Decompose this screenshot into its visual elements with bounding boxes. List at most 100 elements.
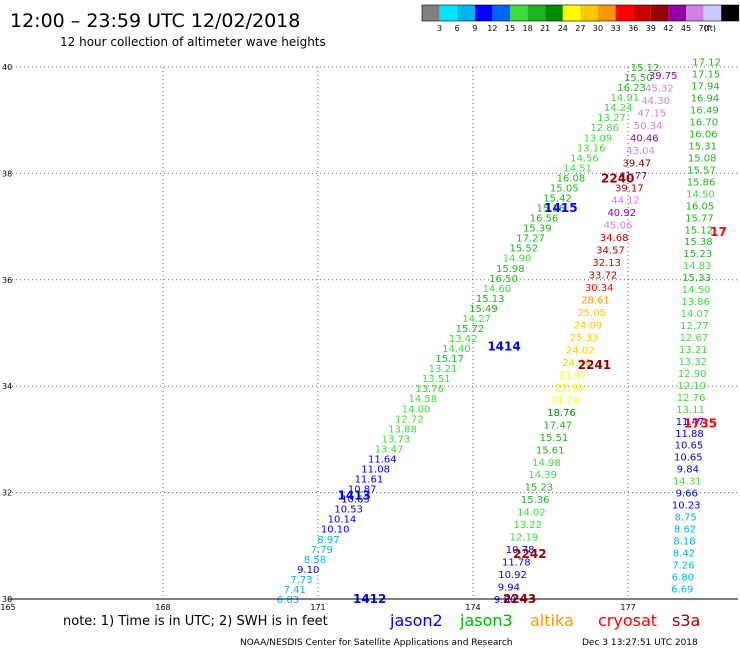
wave-height-value: 7.79 (311, 545, 333, 556)
wave-height-value: 22.40 (555, 383, 584, 394)
wave-height-value: 10.65 (675, 441, 704, 452)
plot-grid (8, 66, 738, 599)
wave-height-value: 13.51 (422, 374, 451, 385)
wave-height-value: 14.07 (681, 309, 710, 320)
wave-height-value: 9.66 (676, 489, 698, 500)
colorbar-swatch (474, 5, 493, 21)
wave-height-value: 15.36 (521, 495, 550, 506)
wave-height-value: 9.84 (677, 465, 699, 476)
colorbar-swatch (686, 5, 704, 21)
wave-height-value: 7.41 (284, 585, 306, 596)
wave-height-value: 15.50 (624, 73, 653, 84)
wave-height-value: 13.22 (513, 520, 542, 531)
colorbar: 3 6 9 12 15 18 21 24 27 30 33 36 39 42 45 70(ft) (421, 4, 740, 33)
wave-height-value: 13.32 (678, 357, 707, 368)
wave-height-value: 10.63 (341, 495, 370, 506)
wave-height-value: 13.86 (681, 297, 710, 308)
wave-height-value: 8.18 (673, 536, 695, 547)
wave-height-value: 15.86 (687, 177, 716, 188)
x-tick-label: 171 (310, 603, 325, 612)
wave-height-value: 44.30 (641, 96, 670, 107)
wave-height-value: 34.68 (600, 233, 629, 244)
x-tick-label: 174 (465, 603, 480, 612)
colorbar-swatch (457, 5, 475, 21)
wave-height-value: 17.12 (692, 58, 721, 69)
wave-height-value: 14.27 (462, 314, 491, 325)
colorbar-swatch (668, 5, 686, 21)
wave-height-value: 11.64 (368, 454, 397, 465)
wave-height-value: 17.47 (543, 420, 572, 431)
wave-height-value: 6.69 (671, 584, 693, 595)
pass-number-label: 2242 (513, 547, 546, 561)
wave-height-value: 10.10 (321, 525, 350, 536)
wave-height-value: 14.91 (611, 93, 640, 104)
pass-number-label: 2240 (601, 172, 634, 186)
colorbar-swatch (422, 5, 440, 21)
wave-height-value: 43.04 (626, 146, 655, 157)
footer-note: note: 1) Time is in UTC; 2) SWH is in fe… (63, 614, 328, 629)
wave-height-value: 8.42 (673, 548, 695, 559)
wave-height-value: 45.06 (604, 221, 633, 232)
wave-height-value: 13.21 (679, 345, 708, 356)
wave-height-value: 15.61 (536, 445, 565, 456)
wave-height-value: 15.42 (543, 193, 572, 204)
wave-height-value: 9.80 (494, 595, 516, 606)
wave-height-value: 28.61 (581, 296, 610, 307)
wave-height-value: 15.98 (496, 264, 525, 275)
axis-tick-labels: 165 168 171 174 177 30 32 34 36 38 40 (0, 63, 635, 612)
wave-height-value: 14.39 (528, 470, 557, 481)
colorbar-label: 3 (437, 24, 442, 33)
wave-height-value: 8.58 (304, 555, 326, 566)
footer-timestamp: Dec 3 13:27:51 UTC 2018 (582, 638, 698, 648)
colorbar-label: 18 (523, 24, 533, 33)
wave-height-value: 15.49 (469, 304, 498, 315)
wave-height-value: 6.80 (672, 572, 694, 583)
chart-subtitle: 12 hour collection of altimeter wave hei… (60, 35, 326, 49)
wave-height-value: 9.10 (297, 565, 319, 576)
wave-height-value: 24.02 (566, 345, 595, 356)
wave-height-value: 10.53 (334, 505, 363, 516)
pass-number-label: 1414 (487, 339, 520, 353)
wave-height-value: 10.14 (328, 515, 357, 526)
wave-height-value: 14.83 (683, 261, 712, 272)
wave-height-value: 14.31 (673, 477, 702, 488)
wave-height-points: 6.837.417.739.108.587.798.9710.1010.1410… (277, 58, 721, 606)
wave-height-value: 15.77 (685, 213, 714, 224)
wave-height-value: 17.94 (691, 82, 720, 93)
wave-height-value: 10.78 (506, 545, 535, 556)
wave-height-value: 7.73 (290, 575, 312, 586)
wave-height-value: 24.09 (574, 321, 603, 332)
wave-height-value: 30.34 (585, 283, 614, 294)
colorbar-swatch (615, 5, 634, 21)
wave-height-value: 16.50 (489, 274, 518, 285)
wave-height-value: 15.39 (523, 224, 552, 235)
colorbar-label: 27 (575, 24, 585, 33)
wave-height-value: 14.00 (402, 404, 431, 415)
pass-number-label: 1415 (544, 201, 577, 215)
colorbar-swatch (703, 5, 722, 21)
y-tick-label: 30 (2, 595, 12, 604)
colorbar-swatch (527, 5, 546, 21)
wave-height-value: 10.92 (498, 570, 527, 581)
wave-height-value: 15.16 (536, 204, 565, 215)
colorbar-swatch (598, 5, 616, 21)
wave-height-value: 15.05 (550, 183, 579, 194)
wave-height-value: 11.08 (361, 465, 390, 476)
colorbar-label: 42 (663, 24, 673, 33)
wave-height-value: 25.05 (577, 308, 606, 319)
wave-height-value: 15.31 (688, 141, 717, 152)
wave-height-value: 15.12 (631, 63, 660, 74)
wave-height-value: 10.87 (348, 485, 377, 496)
wave-height-value: 21.97 (559, 370, 588, 381)
wave-height-value: 25.33 (570, 333, 599, 344)
wave-height-value: 15.08 (688, 153, 717, 164)
legend-entry: s3a (672, 611, 700, 630)
wave-height-value: 39.17 (615, 183, 644, 194)
legend-entry: jason2 (389, 611, 443, 630)
colorbar-label: 70 (699, 24, 709, 33)
wave-height-value: 24.48 (562, 358, 591, 369)
colorbar-label: 21 (540, 24, 550, 33)
wave-height-value: 17.15 (692, 70, 721, 81)
